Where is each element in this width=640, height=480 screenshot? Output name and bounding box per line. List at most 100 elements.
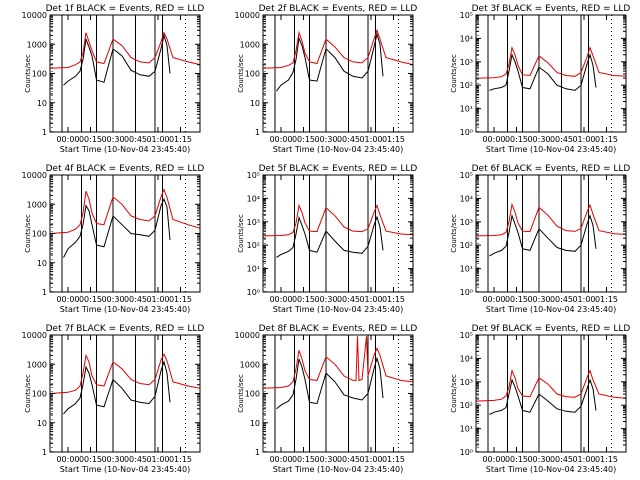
chart-title: Det 9f BLACK = Events, RED = LLD: [472, 324, 631, 334]
plot-area: [50, 15, 200, 132]
y-tick-label: 10²: [247, 241, 260, 250]
series-line-events: [489, 213, 597, 257]
series-line-events: [489, 53, 597, 91]
y-tick-label: 10¹: [460, 105, 473, 114]
y-tick-label: 100: [32, 230, 47, 239]
y-axis-label: Counts/sec: [24, 214, 32, 253]
x-tick-label: 00:15: [292, 295, 315, 304]
series-line-events: [276, 32, 384, 92]
axes-frame: [49, 334, 201, 453]
chart-title: Det 7f BLACK = Events, RED = LLD: [46, 324, 205, 334]
y-tick-label: 10²: [460, 81, 473, 90]
x-tick-label: 00:30: [527, 295, 550, 304]
x-tick-label: 00:45: [337, 135, 360, 144]
series-line-events: [63, 33, 171, 86]
y-tick-label: 10⁵: [460, 171, 473, 180]
y-tick-label: 10000: [235, 331, 260, 340]
x-tick-label: 00:15: [505, 295, 528, 304]
series-line-lld: [263, 203, 413, 237]
y-tick-label: 10¹: [247, 265, 260, 274]
y-tick-label: 10³: [460, 378, 473, 387]
y-tick-label: 1000: [27, 40, 47, 49]
y-tick-label: 10⁴: [247, 194, 260, 203]
x-axis-label: Start Time (10-Nov-04 23:45:40): [273, 305, 403, 314]
x-tick-label: 01:15: [169, 455, 192, 464]
chart-panel-6: Det 6f BLACK = Events, RED = LLD 10⁰ 10¹ 10…: [450, 164, 630, 314]
y-tick-label: 10⁵: [460, 331, 473, 340]
y-axis-label: Counts/sec: [24, 374, 32, 413]
plot-area: [263, 15, 413, 132]
y-tick-label: 10⁴: [460, 194, 473, 203]
series-line-lld: [476, 368, 626, 402]
y-tick-label: 10: [250, 419, 260, 428]
y-tick-label: 1: [42, 288, 47, 297]
series-line-events: [489, 378, 597, 415]
plot-area: [263, 335, 413, 452]
series-line-lld: [476, 45, 626, 79]
series-line-events: [276, 356, 384, 410]
y-tick-label: 1: [42, 128, 47, 137]
x-tick-label: 00:45: [550, 455, 573, 464]
series-line-lld: [50, 31, 200, 69]
x-tick-label: 01:00: [359, 295, 382, 304]
plot-area: [50, 335, 200, 452]
series-line-lld: [263, 28, 413, 69]
chart-panel-9: Det 9f BLACK = Events, RED = LLD 10⁰ 10¹ 10…: [450, 324, 630, 474]
x-tick-label: 00:15: [505, 455, 528, 464]
x-tick-label: 01:15: [169, 135, 192, 144]
chart-title: Det 4f BLACK = Events, RED = LLD: [46, 164, 205, 174]
x-tick-label: 01:00: [359, 135, 382, 144]
x-tick-label: 00:15: [505, 135, 528, 144]
y-tick-label: 100: [245, 70, 260, 79]
plot-area: [50, 175, 200, 292]
x-tick-label: 00:00: [482, 455, 505, 464]
x-tick-label: 01:15: [595, 455, 618, 464]
axes-frame: [49, 14, 201, 133]
y-axis-label: Counts/sec: [24, 54, 32, 93]
x-tick-label: 00:00: [269, 135, 292, 144]
axes-frame: [262, 14, 414, 133]
y-tick-label: 100: [245, 390, 260, 399]
y-tick-label: 1000: [240, 40, 260, 49]
x-axis-label: Start Time (10-Nov-04 23:45:40): [486, 305, 616, 314]
x-tick-label: 00:45: [550, 295, 573, 304]
x-tick-label: 00:15: [79, 455, 102, 464]
x-tick-label: 00:30: [314, 295, 337, 304]
x-tick-label: 00:00: [269, 295, 292, 304]
y-tick-label: 10⁰: [460, 288, 473, 297]
y-tick-label: 1: [255, 448, 260, 457]
y-tick-label: 10⁴: [460, 34, 473, 43]
chart-title: Det 1f BLACK = Events, RED = LLD: [46, 4, 205, 14]
y-tick-label: 100: [32, 70, 47, 79]
x-tick-label: 01:00: [572, 455, 595, 464]
y-tick-label: 10⁴: [460, 354, 473, 363]
y-tick-label: 1000: [27, 360, 47, 369]
y-tick-label: 10³: [460, 58, 473, 67]
axes-frame: [262, 334, 414, 453]
plot-area: [476, 335, 626, 452]
y-tick-label: 10²: [460, 241, 473, 250]
x-tick-label: 00:30: [101, 295, 124, 304]
x-tick-label: 01:00: [572, 295, 595, 304]
x-tick-label: 00:00: [482, 295, 505, 304]
x-tick-label: 00:00: [56, 455, 79, 464]
x-tick-label: 00:45: [337, 295, 360, 304]
axes-frame: [475, 174, 627, 293]
chart-panel-4: Det 4f BLACK = Events, RED = LLD 1 10 100 10…: [22, 164, 205, 314]
chart-title: Det 5f BLACK = Events, RED = LLD: [259, 164, 418, 174]
x-axis-label: Start Time (10-Nov-04 23:45:40): [60, 145, 190, 154]
x-tick-label: 00:00: [56, 135, 79, 144]
x-axis-label: Start Time (10-Nov-04 23:45:40): [60, 305, 190, 314]
x-tick-label: 00:30: [314, 135, 337, 144]
y-tick-label: 1000: [27, 200, 47, 209]
y-tick-label: 10⁰: [460, 128, 473, 137]
x-tick-label: 00:00: [56, 295, 79, 304]
x-tick-label: 01:15: [169, 295, 192, 304]
chart-title: Det 6f BLACK = Events, RED = LLD: [472, 164, 631, 174]
y-tick-label: 10: [250, 99, 260, 108]
x-axis-label: Start Time (10-Nov-04 23:45:40): [486, 465, 616, 474]
x-tick-label: 00:45: [124, 295, 147, 304]
x-axis-label: Start Time (10-Nov-04 23:45:40): [60, 465, 190, 474]
y-axis-label: Counts/sec: [450, 374, 458, 413]
